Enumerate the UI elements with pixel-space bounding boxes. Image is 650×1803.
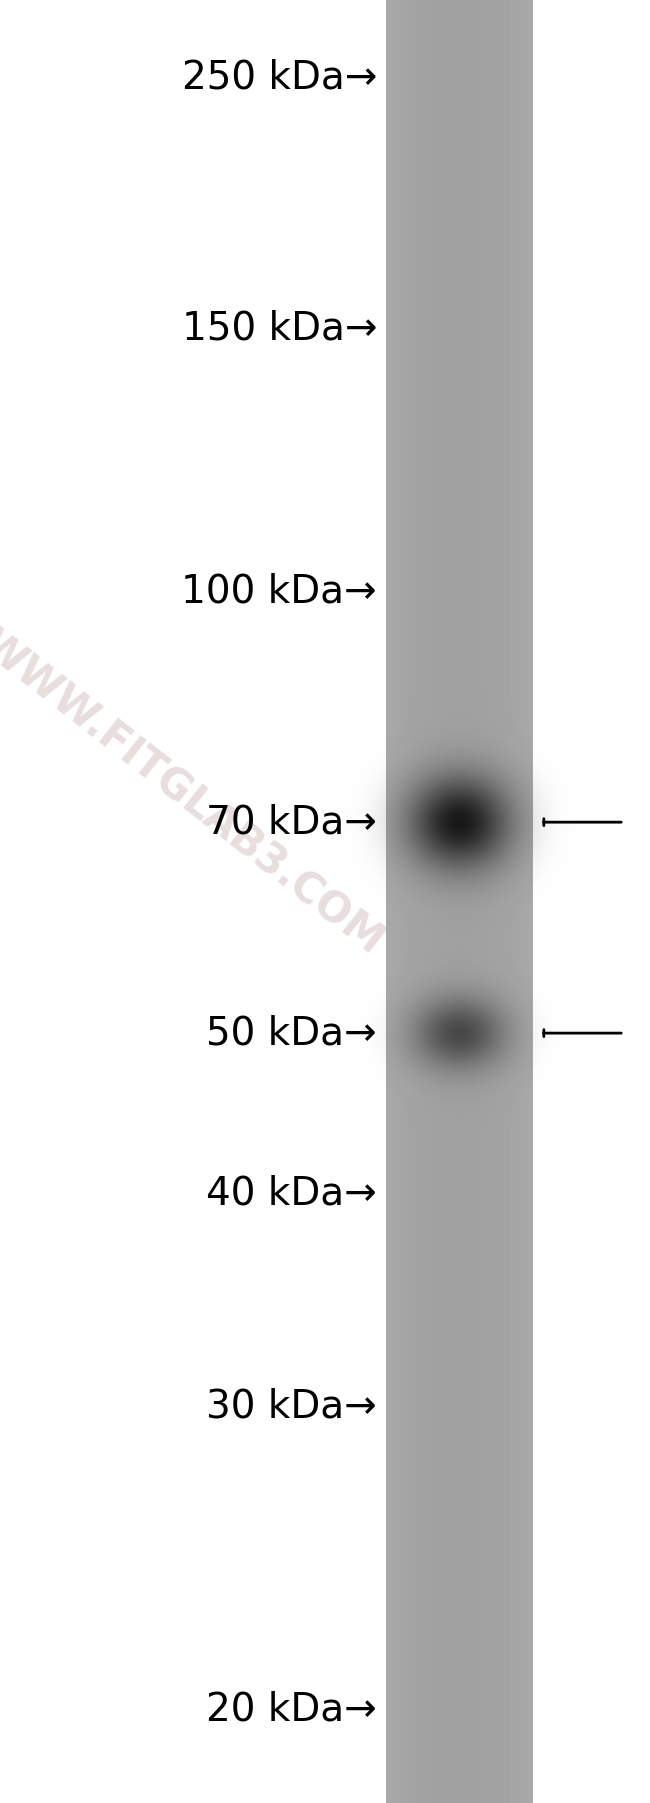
Text: 70 kDa→: 70 kDa→ <box>206 802 377 842</box>
Text: 100 kDa→: 100 kDa→ <box>181 572 377 611</box>
Text: 150 kDa→: 150 kDa→ <box>181 308 377 348</box>
Text: 40 kDa→: 40 kDa→ <box>206 1174 377 1213</box>
Text: WWW.FITGLAB3.COM: WWW.FITGLAB3.COM <box>0 622 392 965</box>
Text: 250 kDa→: 250 kDa→ <box>181 58 377 97</box>
Text: 50 kDa→: 50 kDa→ <box>207 1013 377 1053</box>
Text: 30 kDa→: 30 kDa→ <box>206 1387 377 1426</box>
Text: 20 kDa→: 20 kDa→ <box>206 1689 377 1729</box>
